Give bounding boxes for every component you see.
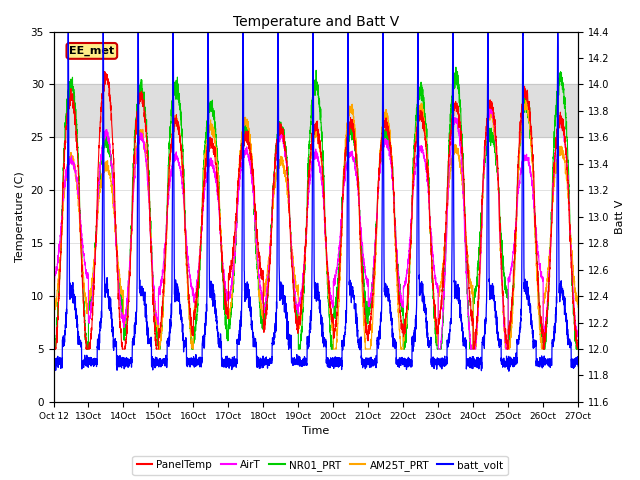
Text: EE_met: EE_met (69, 46, 115, 56)
Y-axis label: Batt V: Batt V (615, 200, 625, 234)
Title: Temperature and Batt V: Temperature and Batt V (233, 15, 399, 29)
Y-axis label: Temperature (C): Temperature (C) (15, 171, 25, 262)
Legend: PanelTemp, AirT, NR01_PRT, AM25T_PRT, batt_volt: PanelTemp, AirT, NR01_PRT, AM25T_PRT, ba… (132, 456, 508, 475)
Bar (54, 84, 578, 137)
X-axis label: Time: Time (302, 426, 330, 436)
